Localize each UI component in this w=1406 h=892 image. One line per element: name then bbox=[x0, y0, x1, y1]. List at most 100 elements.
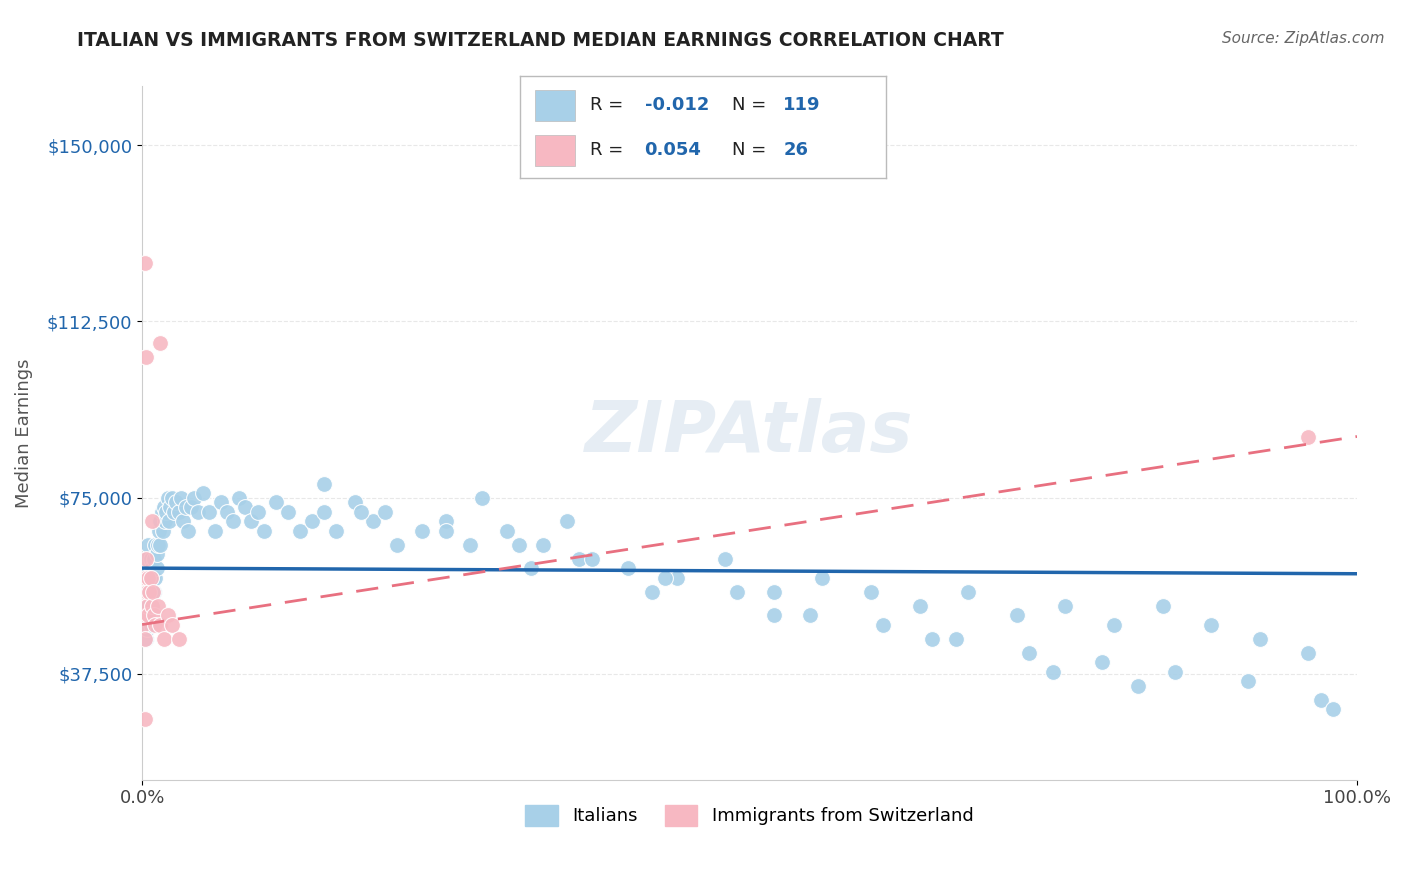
Point bbox=[325, 524, 347, 538]
Point bbox=[617, 561, 640, 575]
Point bbox=[167, 632, 190, 646]
Point bbox=[198, 505, 221, 519]
Point bbox=[1042, 665, 1064, 679]
Point bbox=[350, 505, 373, 519]
Point bbox=[165, 495, 187, 509]
Point bbox=[1322, 702, 1344, 716]
Point bbox=[568, 551, 591, 566]
Point bbox=[134, 632, 156, 646]
Point bbox=[142, 584, 165, 599]
Point bbox=[145, 570, 167, 584]
Point bbox=[134, 570, 156, 584]
Point bbox=[132, 617, 155, 632]
Point bbox=[811, 570, 834, 584]
Point bbox=[1199, 617, 1222, 632]
Point bbox=[146, 599, 169, 613]
Point bbox=[145, 561, 167, 575]
Point bbox=[134, 617, 156, 632]
Point bbox=[183, 491, 205, 505]
Point bbox=[170, 491, 193, 505]
Point bbox=[143, 608, 166, 623]
Point bbox=[187, 505, 209, 519]
Point bbox=[762, 608, 785, 623]
Text: -0.012: -0.012 bbox=[644, 95, 709, 113]
Point bbox=[641, 584, 664, 599]
Point bbox=[136, 608, 159, 623]
Point bbox=[1091, 655, 1114, 669]
Point bbox=[135, 350, 157, 364]
Text: N =: N = bbox=[733, 141, 766, 159]
Point bbox=[1164, 665, 1187, 679]
Point bbox=[136, 584, 159, 599]
Point bbox=[136, 608, 159, 623]
Point bbox=[157, 514, 180, 528]
FancyBboxPatch shape bbox=[534, 90, 575, 121]
Text: R =: R = bbox=[589, 141, 623, 159]
Point bbox=[141, 599, 163, 613]
Text: 26: 26 bbox=[783, 141, 808, 159]
Point bbox=[143, 584, 166, 599]
Point bbox=[945, 632, 967, 646]
Point bbox=[177, 524, 200, 538]
Point bbox=[228, 491, 250, 505]
Point bbox=[142, 584, 165, 599]
Point bbox=[142, 570, 165, 584]
Point bbox=[149, 335, 172, 350]
Point bbox=[908, 599, 931, 613]
Point bbox=[167, 505, 190, 519]
Point bbox=[155, 505, 177, 519]
Point bbox=[762, 584, 785, 599]
Point bbox=[149, 514, 172, 528]
Point bbox=[191, 486, 214, 500]
Point bbox=[136, 538, 159, 552]
Point bbox=[172, 514, 194, 528]
Point bbox=[136, 584, 159, 599]
Text: 0.054: 0.054 bbox=[644, 141, 702, 159]
Point bbox=[132, 584, 155, 599]
Point bbox=[387, 538, 409, 552]
Point bbox=[139, 584, 162, 599]
Point bbox=[872, 617, 894, 632]
Point bbox=[654, 570, 676, 584]
Point bbox=[180, 500, 202, 514]
Point bbox=[557, 514, 579, 528]
Point bbox=[141, 561, 163, 575]
Point bbox=[343, 495, 366, 509]
Point bbox=[162, 617, 184, 632]
Point bbox=[145, 538, 167, 552]
Point bbox=[1236, 673, 1258, 688]
Point bbox=[520, 561, 543, 575]
Text: ITALIAN VS IMMIGRANTS FROM SWITZERLAND MEDIAN EARNINGS CORRELATION CHART: ITALIAN VS IMMIGRANTS FROM SWITZERLAND M… bbox=[77, 31, 1004, 50]
Point bbox=[135, 561, 157, 575]
Point bbox=[799, 608, 821, 623]
Point bbox=[150, 505, 173, 519]
Point bbox=[139, 551, 162, 566]
Point bbox=[159, 500, 181, 514]
Point bbox=[135, 608, 157, 623]
Point bbox=[1249, 632, 1271, 646]
Point bbox=[1005, 608, 1028, 623]
Point bbox=[145, 547, 167, 561]
Point bbox=[1298, 429, 1320, 443]
Point bbox=[134, 255, 156, 269]
Point bbox=[139, 617, 162, 632]
Point bbox=[163, 505, 186, 519]
Point bbox=[139, 570, 162, 584]
Point bbox=[1102, 617, 1125, 632]
Point bbox=[135, 632, 157, 646]
Text: N =: N = bbox=[733, 95, 766, 113]
Point bbox=[314, 476, 336, 491]
Point bbox=[153, 500, 176, 514]
Point bbox=[152, 524, 174, 538]
Point bbox=[138, 608, 160, 623]
Point bbox=[495, 524, 517, 538]
Point bbox=[581, 551, 603, 566]
Point bbox=[434, 524, 457, 538]
Point bbox=[149, 538, 172, 552]
Point bbox=[148, 524, 170, 538]
Point bbox=[138, 584, 160, 599]
FancyBboxPatch shape bbox=[534, 136, 575, 166]
Point bbox=[246, 505, 269, 519]
Point bbox=[153, 514, 176, 528]
Point bbox=[174, 500, 197, 514]
